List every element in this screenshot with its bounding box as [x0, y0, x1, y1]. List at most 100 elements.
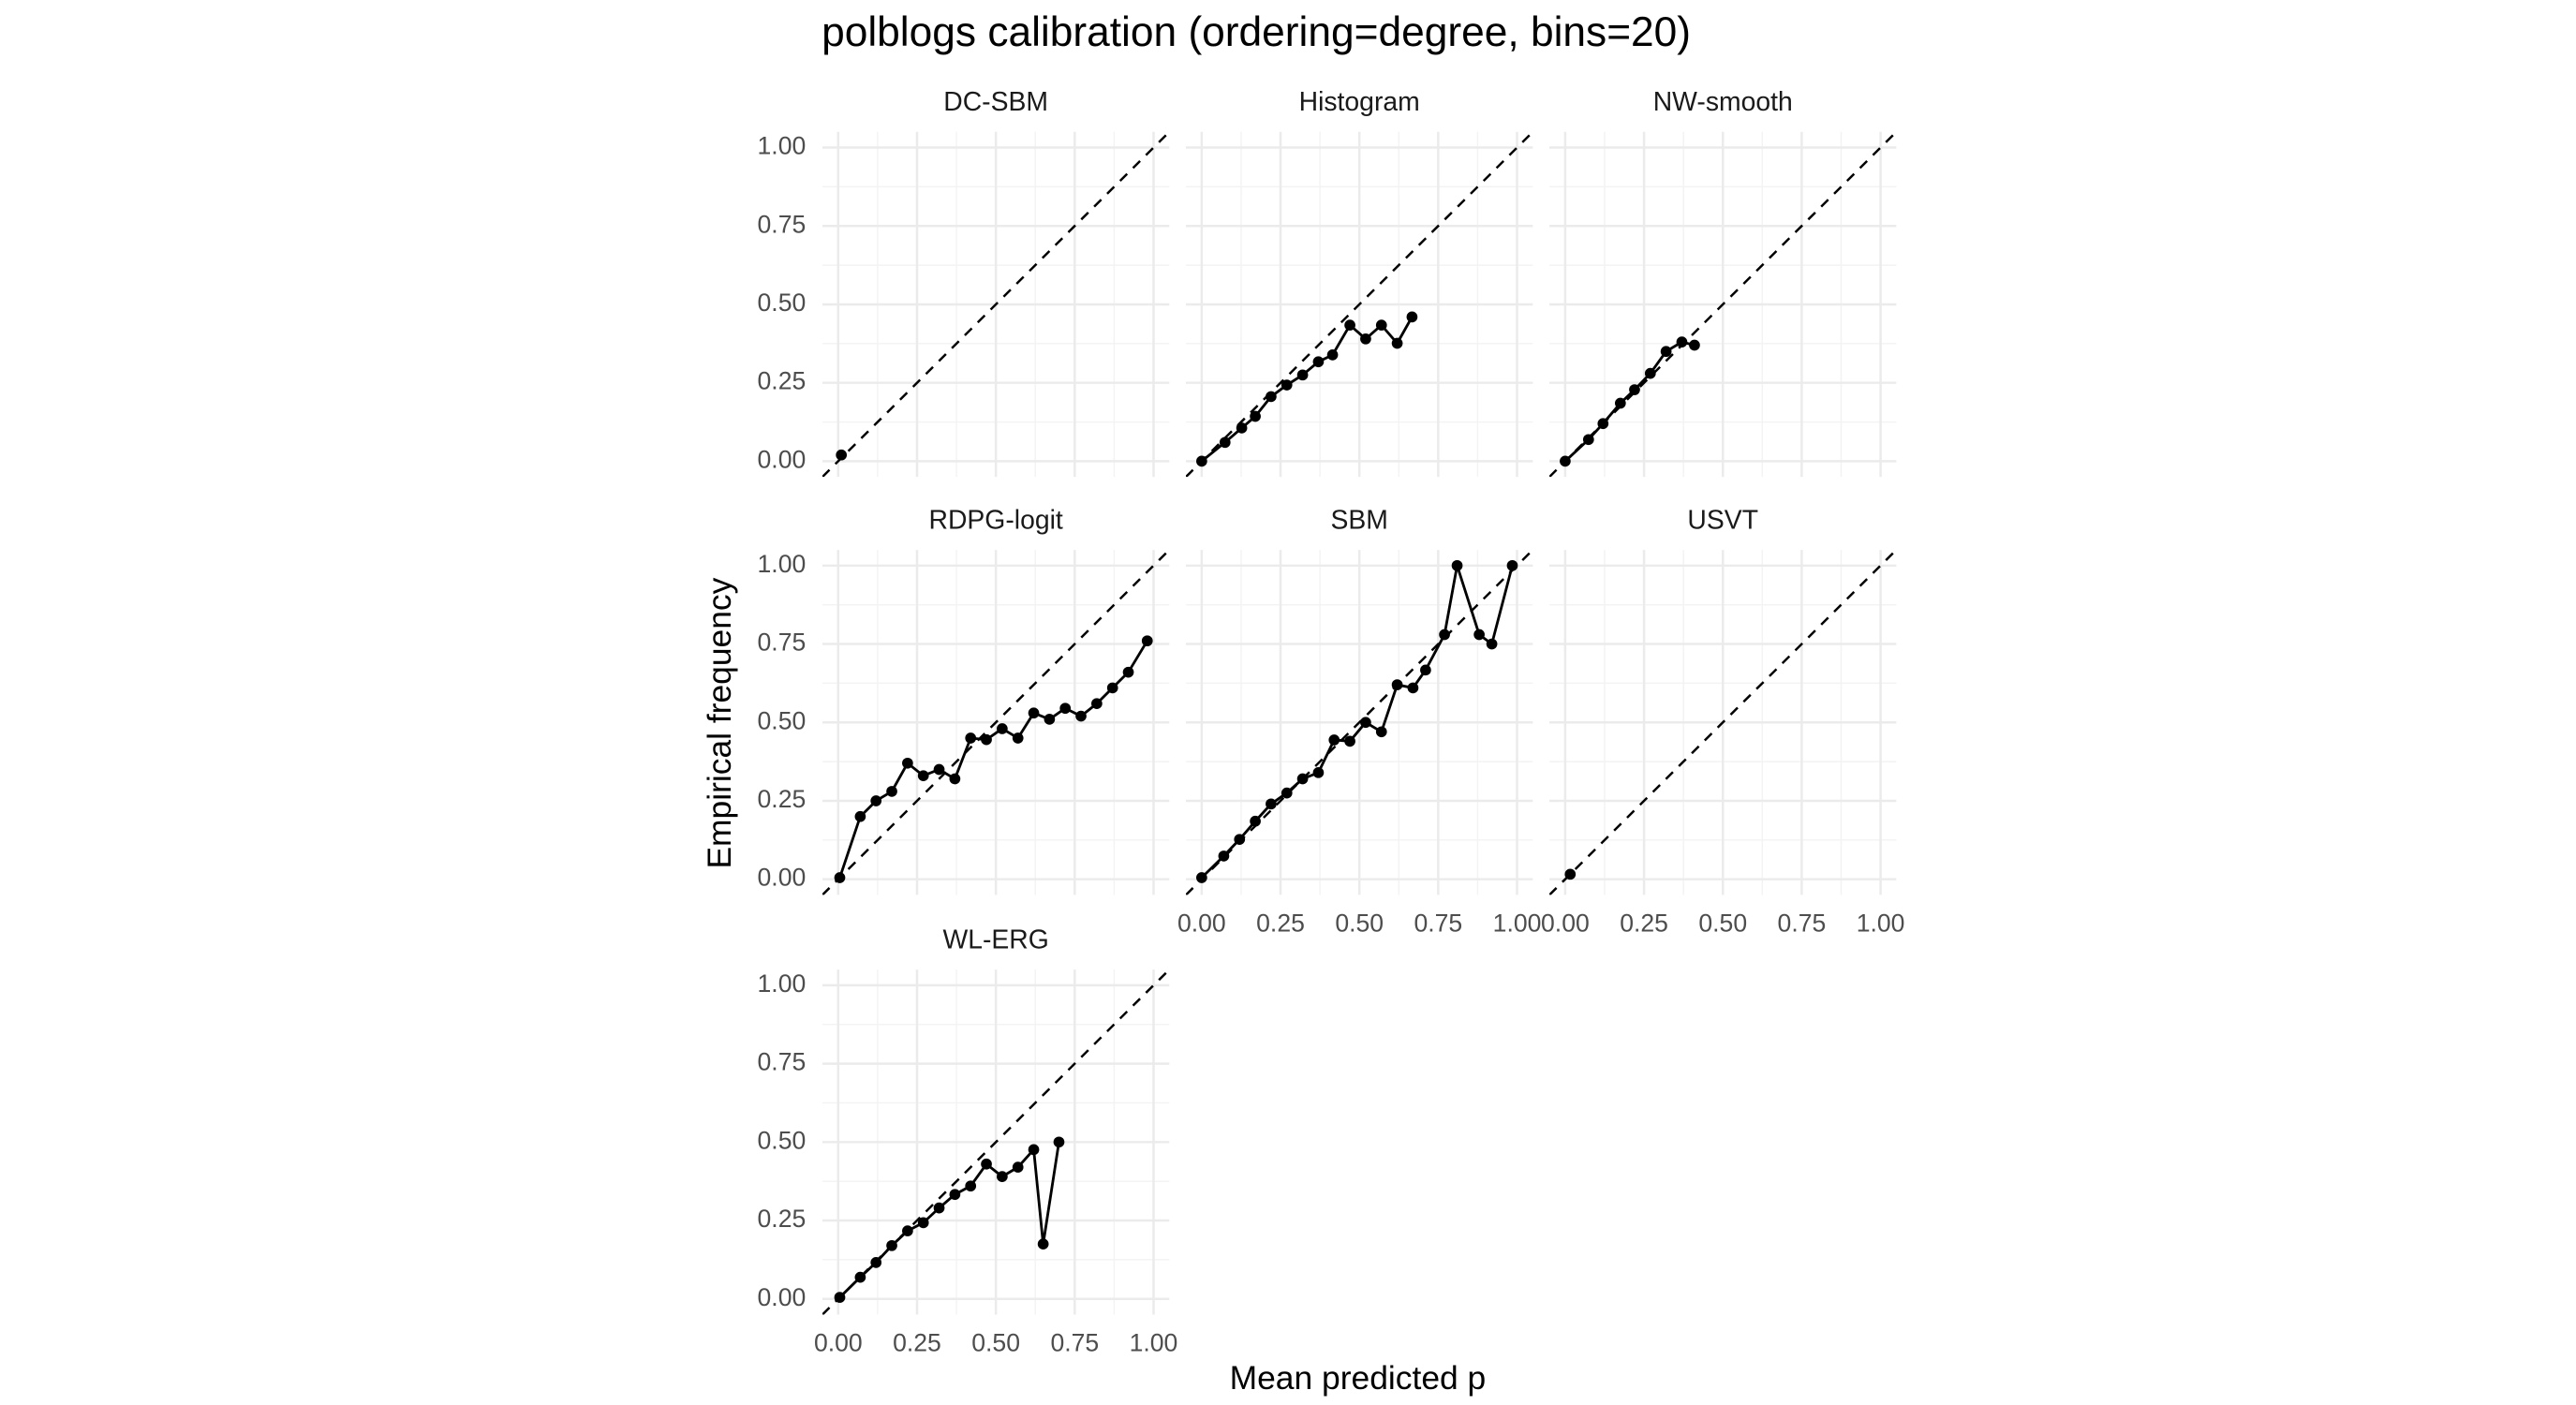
plot-area — [1186, 550, 1533, 895]
plot-area — [1186, 131, 1533, 478]
point — [1375, 726, 1387, 738]
calibration-line — [1200, 316, 1414, 463]
point — [1196, 872, 1207, 883]
point — [1326, 349, 1339, 361]
point — [981, 733, 992, 746]
point — [1689, 339, 1700, 351]
point — [1122, 666, 1134, 678]
point — [1582, 434, 1594, 446]
x-tick-label: 1.00 — [1493, 909, 1542, 937]
point — [1141, 635, 1153, 647]
point — [1236, 422, 1248, 434]
point — [1564, 868, 1577, 880]
point — [981, 1158, 992, 1170]
point — [854, 810, 866, 822]
reference-line — [822, 550, 1170, 895]
point — [1037, 1238, 1049, 1250]
point — [1106, 682, 1118, 694]
x-tick-label: 0.50 — [971, 1328, 1020, 1356]
point — [1597, 418, 1609, 430]
point — [997, 723, 1008, 734]
point — [1660, 346, 1672, 358]
x-tick-label: 0.25 — [1620, 909, 1668, 937]
x-tick-label: 1.00 — [1857, 909, 1905, 937]
y-tick-label: 0.25 — [758, 1205, 807, 1233]
y-tick-label: 0.00 — [758, 864, 807, 892]
point — [1420, 664, 1431, 676]
y-tick-label: 0.00 — [758, 445, 807, 473]
point — [1629, 384, 1640, 395]
y-tick-label: 0.75 — [758, 1048, 807, 1076]
point — [1407, 682, 1419, 694]
point — [834, 1292, 846, 1303]
y-tick-label: 0.50 — [758, 1126, 807, 1154]
plot-area — [1549, 550, 1897, 895]
point — [1486, 638, 1498, 650]
point — [965, 1180, 977, 1192]
point — [1219, 436, 1231, 449]
chart-title: polblogs calibration (ordering=degree, b… — [822, 9, 1691, 55]
panel: WL-ERG 0.00 0.25 0.50 0.75 1.00 0.00 0.25 0.50 0.… — [758, 925, 1178, 1357]
reference-line — [1549, 550, 1897, 895]
x-tick-label: 0.50 — [1698, 909, 1747, 937]
plot-area — [1549, 131, 1897, 478]
point — [933, 763, 945, 776]
point — [1391, 337, 1403, 349]
point — [1312, 766, 1325, 778]
plot-area — [822, 969, 1170, 1315]
x-tick-label: 0.00 — [1541, 909, 1590, 937]
point — [1281, 787, 1293, 799]
point — [854, 1271, 866, 1283]
panel: USVT 0.00 0.25 0.50 0.75 1.00 — [1541, 505, 1904, 937]
point — [886, 1239, 897, 1251]
x-tick-label: 0.75 — [1050, 1328, 1099, 1356]
point — [1218, 850, 1230, 862]
point — [1406, 311, 1418, 323]
point — [1250, 815, 1261, 827]
point — [1044, 714, 1056, 725]
y-tick-label: 1.00 — [758, 969, 807, 998]
panel: DC-SBM 0.00 0.25 0.50 0.75 1.00 — [758, 87, 1170, 478]
plot-area — [822, 131, 1170, 478]
point — [1091, 698, 1103, 710]
panel: SBM 0.00 0.25 0.50 0.75 1.00 — [1177, 505, 1541, 937]
point — [1375, 319, 1387, 331]
y-tick-label: 0.75 — [758, 629, 807, 657]
point — [997, 1171, 1008, 1182]
x-tick-label: 0.50 — [1335, 909, 1384, 937]
point — [1266, 391, 1277, 403]
x-tick-label: 1.00 — [1130, 1328, 1178, 1356]
point — [1028, 1144, 1040, 1156]
point — [1614, 397, 1626, 409]
point — [917, 1217, 929, 1229]
point — [965, 732, 977, 744]
point — [1250, 410, 1261, 422]
point — [1644, 367, 1656, 379]
point — [1028, 707, 1040, 719]
point — [836, 449, 848, 461]
y-tick-label: 1.00 — [758, 550, 807, 578]
panel-title: DC-SBM — [943, 87, 1048, 117]
point — [1344, 319, 1355, 331]
point — [834, 872, 846, 883]
point — [1281, 379, 1293, 391]
x-tick-label: 0.75 — [1778, 909, 1827, 937]
y-tick-label: 0.50 — [758, 288, 807, 317]
plot-area — [822, 550, 1170, 895]
x-tick-label: 0.25 — [1256, 909, 1305, 937]
point — [870, 795, 882, 806]
point — [870, 1257, 882, 1268]
point — [949, 1189, 961, 1201]
x-tick-label: 0.00 — [1177, 909, 1226, 937]
y-tick-label: 0.00 — [758, 1283, 807, 1311]
x-axis-title: Mean predicted p — [1230, 1359, 1487, 1397]
x-tick-label: 0.75 — [1414, 909, 1462, 937]
y-axis-title: Empirical frequency — [701, 577, 738, 868]
y-tick-label: 0.25 — [758, 785, 807, 813]
reference-line — [822, 131, 1170, 478]
point — [1196, 455, 1207, 467]
y-tick-label: 0.75 — [758, 210, 807, 238]
y-tick-label: 1.00 — [758, 132, 807, 160]
